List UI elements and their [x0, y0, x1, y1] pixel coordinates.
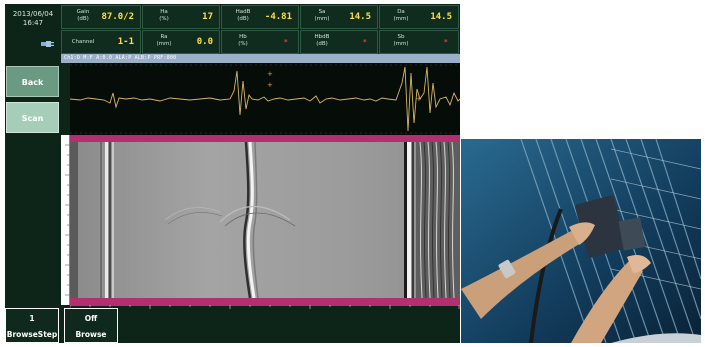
- sb-param[interactable]: Sb (mm) *: [379, 30, 459, 54]
- a-scan-display: + + +: [70, 63, 460, 135]
- hadb-label: HadB (dB): [235, 9, 251, 22]
- svg-text:+: +: [416, 95, 422, 103]
- parameter-header: 2013/06/04 16:47 Gain (dB) 87.0/2 Ha (%)…: [5, 4, 460, 54]
- datetime-display: 2013/06/04 16:47: [5, 4, 61, 54]
- browse-button[interactable]: Off Browse: [64, 308, 118, 343]
- ha-param[interactable]: Ha (%) 17: [142, 5, 220, 29]
- browse-step-label: BrowseStep: [6, 330, 58, 339]
- da-value: 14.5: [430, 12, 452, 22]
- browse-step-value: 1: [29, 314, 35, 323]
- ha-label: Ha (%): [159, 9, 169, 22]
- browse-step-button[interactable]: 1 BrowseStep: [5, 308, 59, 343]
- b-scan-ruler: [69, 298, 460, 309]
- ra-value: 0.0: [196, 37, 213, 47]
- da-label: Da (mm): [393, 9, 409, 22]
- browse-value: Off: [84, 314, 98, 323]
- gain-value: 87.0/2: [101, 12, 134, 22]
- ra-param[interactable]: Ra (mm) 0.0: [142, 30, 220, 54]
- hb-param[interactable]: Hb (%) *: [221, 30, 299, 54]
- svg-text:+: +: [267, 70, 273, 78]
- hb-value: *: [283, 38, 288, 46]
- date-text: 2013/06/04: [12, 10, 54, 18]
- b-scan-image: [70, 142, 460, 298]
- gain-label: Gain (dB): [76, 9, 90, 22]
- hadb-param[interactable]: HadB (dB) -4.81: [221, 5, 299, 29]
- channel-value: 1-1: [117, 37, 134, 47]
- hbdb-label: HbdB (dB): [314, 34, 330, 47]
- channel-label: Channel: [71, 39, 95, 45]
- hb-label: Hb (%): [238, 34, 248, 47]
- flaw-detector-screen: 2013/06/04 16:47 Gain (dB) 87.0/2 Ha (%)…: [5, 4, 460, 343]
- back-button[interactable]: Back: [6, 66, 59, 97]
- ha-value: 17: [202, 12, 213, 22]
- scan-button[interactable]: Scan: [6, 102, 59, 133]
- sb-label: Sb (mm): [393, 34, 409, 47]
- channel-param[interactable]: Channel 1-1: [61, 30, 141, 54]
- hadb-value: -4.81: [264, 12, 292, 22]
- sa-value: 14.5: [349, 12, 371, 22]
- time-text: 16:47: [22, 19, 44, 27]
- status-strip: Ch1:D M:F A:0.0 ALA:P ALB:P PRF:800: [61, 54, 460, 63]
- browse-label: Browse: [75, 330, 107, 339]
- gain-param[interactable]: Gain (dB) 87.0/2: [61, 5, 141, 29]
- hbdb-value: *: [362, 38, 367, 46]
- sa-label: Sa (mm): [314, 9, 330, 22]
- field-inspection-photo: [461, 139, 701, 343]
- ra-label: Ra (mm): [156, 34, 172, 47]
- svg-text:+: +: [267, 81, 273, 89]
- depth-ruler: [61, 135, 70, 305]
- hbdb-param[interactable]: HbdB (dB) *: [300, 30, 378, 54]
- da-param[interactable]: Da (mm) 14.5: [379, 5, 459, 29]
- sa-param[interactable]: Sa (mm) 14.5: [300, 5, 378, 29]
- sb-value: *: [443, 38, 448, 46]
- plug-icon: [41, 41, 54, 47]
- a-scan-waveform: + + +: [70, 64, 460, 134]
